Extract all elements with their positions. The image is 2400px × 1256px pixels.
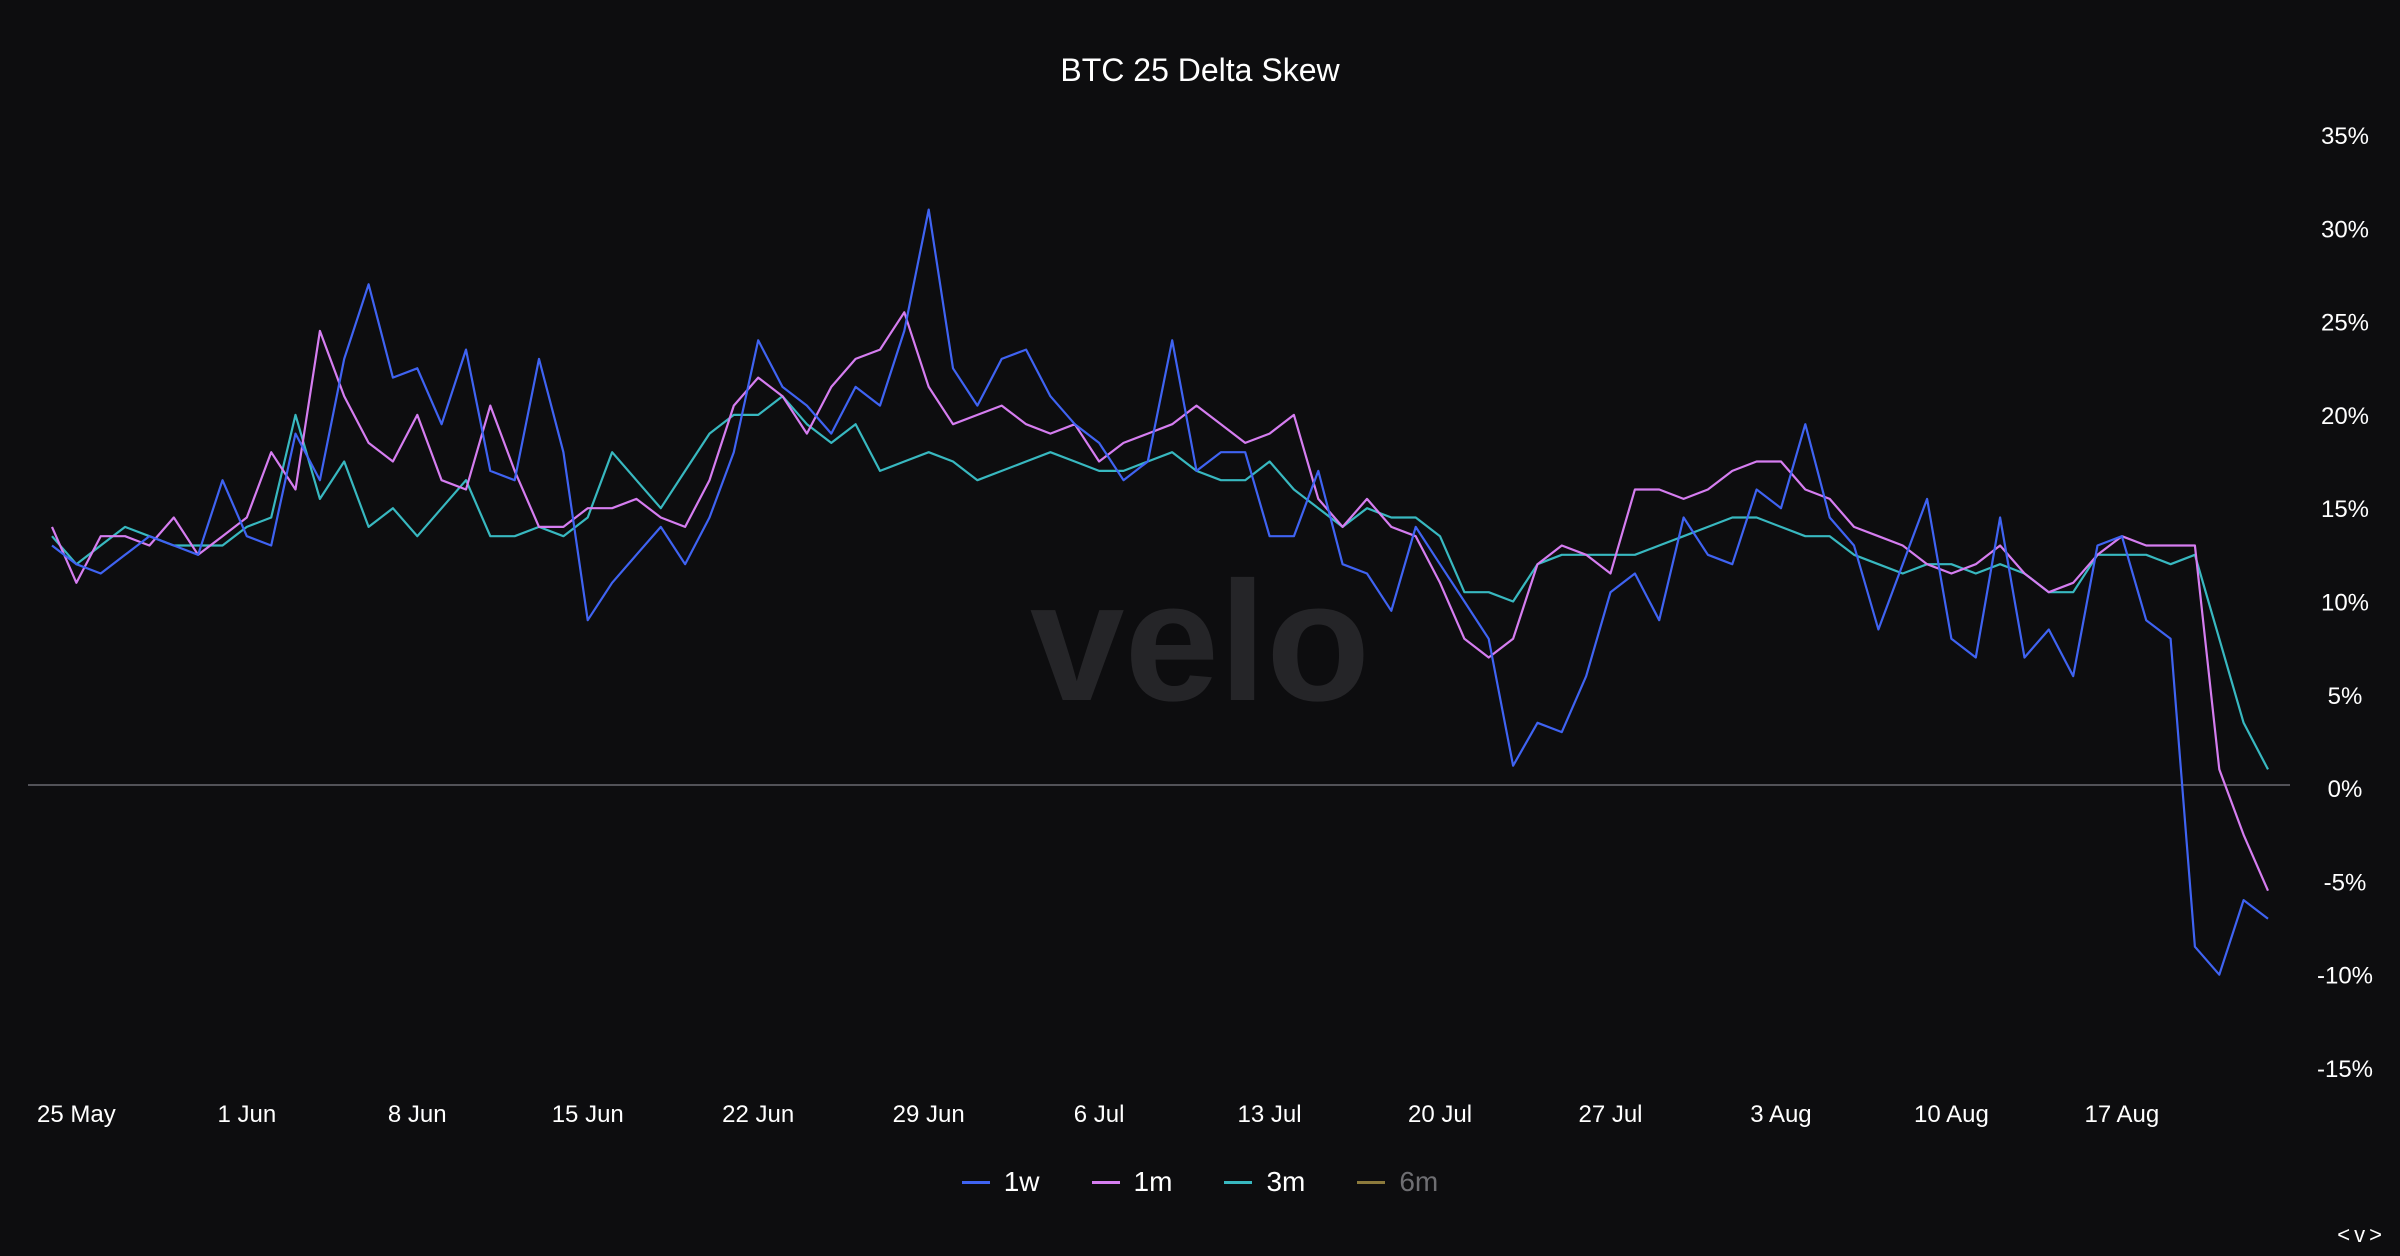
legend-label: 1w	[1003, 1166, 1040, 1197]
x-tick-label: 27 Jul	[1578, 1101, 1642, 1128]
y-tick-label: 35%	[2321, 123, 2369, 150]
y-tick-label: 20%	[2321, 403, 2369, 430]
chart-title: BTC 25 Delta Skew	[1060, 52, 1340, 88]
series-lines	[50, 208, 2270, 976]
x-tick-label: 22 Jun	[722, 1101, 794, 1128]
legend-label: 1m	[1133, 1166, 1173, 1197]
x-tick-label: 25 May	[37, 1101, 116, 1128]
series-line-1w	[51, 208, 2269, 976]
y-tick-label: -5%	[2324, 869, 2367, 896]
watermark-logo: velo	[1030, 547, 1370, 737]
legend: 1w 1m 3m 6m	[0, 1166, 2400, 1198]
x-tick-label: 1 Jun	[217, 1101, 276, 1128]
legend-label: 3m	[1266, 1166, 1306, 1197]
x-tick-label: 13 Jul	[1238, 1101, 1302, 1128]
y-tick-label: 25%	[2321, 310, 2369, 337]
legend-swatch	[1091, 1180, 1120, 1184]
legend-swatch	[1224, 1180, 1253, 1184]
y-tick-label: 0%	[2328, 776, 2363, 803]
legend-item-6m[interactable]: 6m	[1357, 1166, 1438, 1198]
y-tick-label: 5%	[2328, 683, 2363, 710]
x-tick-label: 8 Jun	[388, 1101, 447, 1128]
x-tick-label: 17 Aug	[2085, 1101, 2160, 1128]
y-tick-label: -10%	[2317, 963, 2373, 990]
y-tick-label: 15%	[2321, 496, 2369, 523]
x-tick-label: 29 Jun	[893, 1101, 965, 1128]
nav-arrows[interactable]: <v>	[2337, 1222, 2386, 1247]
y-tick-label: -15%	[2317, 1056, 2373, 1083]
y-tick-label: 30%	[2321, 216, 2369, 243]
x-tick-label: 3 Aug	[1750, 1101, 1811, 1128]
y-axis: 35% 30% 25% 20% 15% 10% 5% 0% -5% -10% -15%	[2317, 123, 2373, 1083]
legend-label: 6m	[1399, 1166, 1439, 1197]
legend-swatch	[961, 1180, 990, 1184]
x-tick-label: 6 Jul	[1074, 1101, 1125, 1128]
series-line-1m	[50, 311, 2270, 892]
x-tick-label: 15 Jun	[552, 1101, 624, 1128]
x-tick-label: 10 Aug	[1914, 1101, 1989, 1128]
x-tick-label: 20 Jul	[1408, 1101, 1472, 1128]
legend-item-1m[interactable]: 1m	[1091, 1166, 1173, 1198]
legend-item-3m[interactable]: 3m	[1224, 1166, 1305, 1198]
legend-item-1w[interactable]: 1w	[961, 1166, 1040, 1198]
y-tick-label: 10%	[2321, 590, 2369, 617]
x-axis: 25 May 1 Jun 8 Jun 15 Jun 22 Jun 29 Jun 6 Jul 1…	[37, 1101, 2159, 1128]
legend-swatch	[1357, 1180, 1386, 1184]
